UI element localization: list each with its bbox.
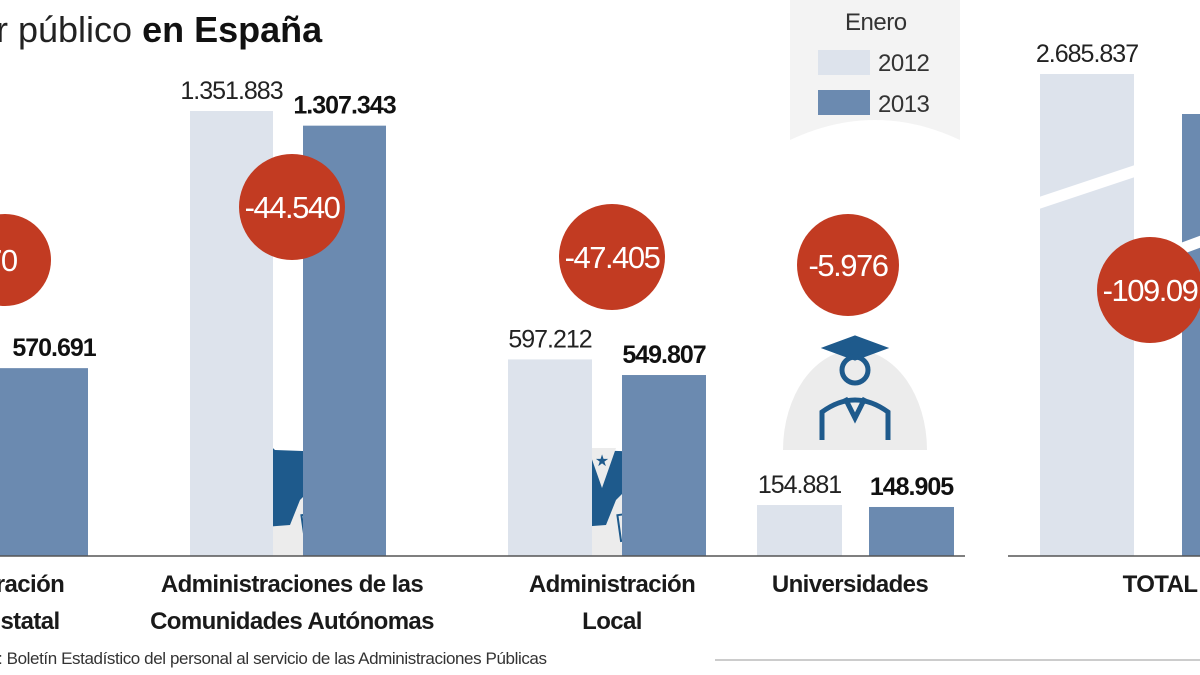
title-bold: en España — [142, 9, 323, 50]
labels: 570.691 170 ración statal 1.351.883 1.307.343… — [0, 40, 1200, 635]
category-label: TOTAL — [1123, 571, 1198, 598]
category-label: Comunidades Autónomas — [150, 608, 434, 635]
bar-2013 — [1182, 114, 1200, 556]
bar-2012 — [757, 505, 842, 556]
category-label: ración — [0, 571, 64, 598]
value-label-2012: 2.685.837 — [1036, 40, 1138, 68]
value-label-2012: 1.351.883 — [180, 77, 282, 105]
difference-circle — [1097, 237, 1200, 343]
value-label-2012: 154.881 — [758, 471, 841, 499]
difference-label: -47.405 — [565, 240, 660, 275]
category-label: statal — [0, 608, 59, 635]
bar-2013 — [869, 506, 954, 556]
legend-title: Enero — [845, 9, 907, 36]
legend-swatch-2013 — [818, 90, 870, 115]
legend-label-2013: 2013 — [878, 91, 930, 118]
category-label: Administración — [529, 571, 695, 598]
difference-label: -44.540 — [245, 190, 341, 225]
difference-circle — [797, 214, 899, 316]
category-label: Universidades — [772, 571, 929, 598]
difference-circle — [0, 214, 51, 306]
value-label-2012: 597.212 — [508, 325, 591, 353]
legend-label-2012: 2012 — [878, 50, 930, 77]
axis-break-2012 — [1030, 160, 1150, 212]
title-light: r público — [0, 9, 132, 50]
difference-label: 170 — [0, 243, 18, 278]
bar-2013 — [622, 375, 706, 556]
chart-title: r público en España — [0, 9, 323, 50]
difference-circle — [239, 154, 345, 260]
svg-text:★: ★ — [595, 453, 609, 470]
legend: Enero 2012 2013 — [790, 0, 960, 140]
difference-label: -5.976 — [809, 248, 888, 283]
bar-2013 — [0, 368, 88, 556]
value-label-2013: 549.807 — [622, 341, 705, 369]
graduate-icon — [819, 335, 891, 440]
category-label: Local — [582, 608, 642, 635]
difference-label: -109.09 — [1103, 273, 1198, 308]
bars — [0, 74, 1200, 556]
value-label-2013: 148.905 — [870, 473, 954, 501]
legend-swatch-2012 — [818, 50, 870, 75]
source-note: : Boletín Estadístico del personal al se… — [0, 649, 547, 668]
category-label: Administraciones de las — [161, 571, 424, 598]
value-label-2013: 570.691 — [12, 334, 96, 362]
bar-2012 — [508, 359, 592, 556]
difference-circle — [559, 204, 665, 310]
value-label-2013: 1.307.343 — [293, 92, 395, 120]
